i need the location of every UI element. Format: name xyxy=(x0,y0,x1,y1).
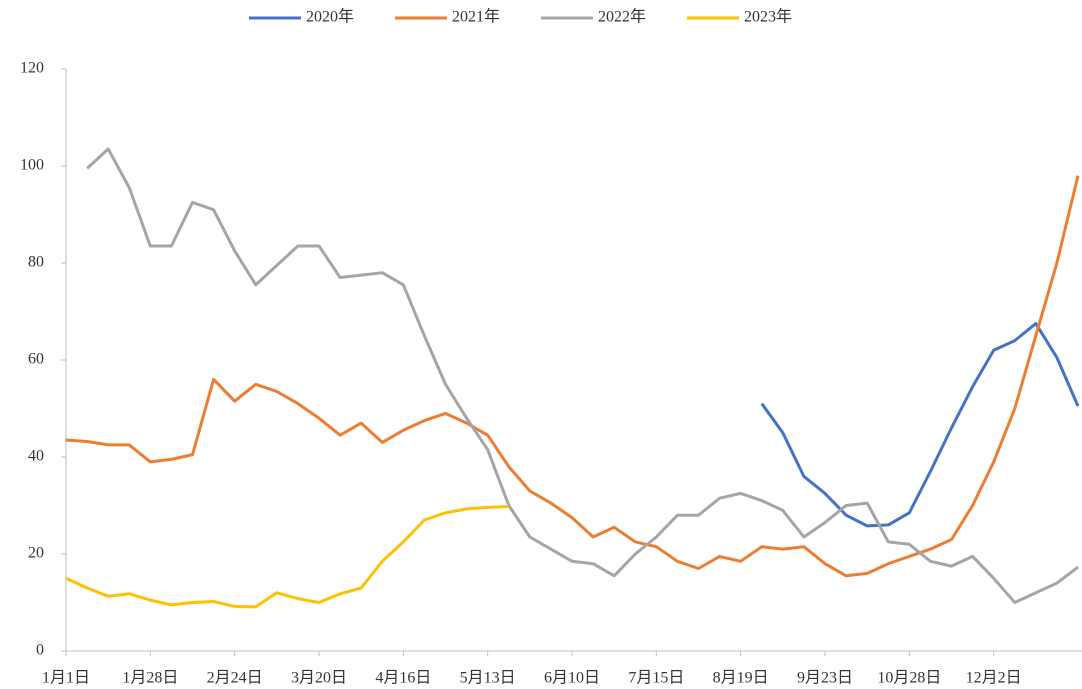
x-tick-label: 3月20日 xyxy=(291,670,347,687)
x-tick-label: 7月15日 xyxy=(628,670,684,687)
x-tick-label: 4月16日 xyxy=(375,670,431,687)
x-tick-label: 10月28日 xyxy=(877,670,941,687)
x-tick-label: 8月19日 xyxy=(713,670,769,687)
series-line xyxy=(65,505,509,609)
x-tick-label: 1月1日 xyxy=(42,670,90,687)
x-tick-label: 1月28日 xyxy=(122,670,178,687)
legend-label: 2021年 xyxy=(452,8,500,26)
series-line xyxy=(760,322,1080,528)
y-tick-label: 80 xyxy=(28,254,44,271)
x-tick-label: 12月2日 xyxy=(966,670,1022,687)
x-tick-label: 2月24日 xyxy=(207,670,263,687)
x-tick-label: 9月23日 xyxy=(797,670,853,687)
legend-label: 2022年 xyxy=(598,8,646,26)
series-line xyxy=(86,147,1079,604)
y-tick-label: 100 xyxy=(20,157,44,174)
x-tick-label: 5月13日 xyxy=(460,670,516,687)
y-tick-label: 0 xyxy=(36,642,44,659)
legend-label: 2020年 xyxy=(306,8,354,26)
y-tick-label: 40 xyxy=(28,448,44,465)
y-tick-label: 120 xyxy=(20,60,44,77)
legend-label: 2023年 xyxy=(744,8,792,26)
y-tick-label: 20 xyxy=(28,545,44,562)
y-tick-label: 60 xyxy=(28,351,44,368)
x-tick-label: 6月10日 xyxy=(544,670,600,687)
series-line xyxy=(65,175,1080,578)
